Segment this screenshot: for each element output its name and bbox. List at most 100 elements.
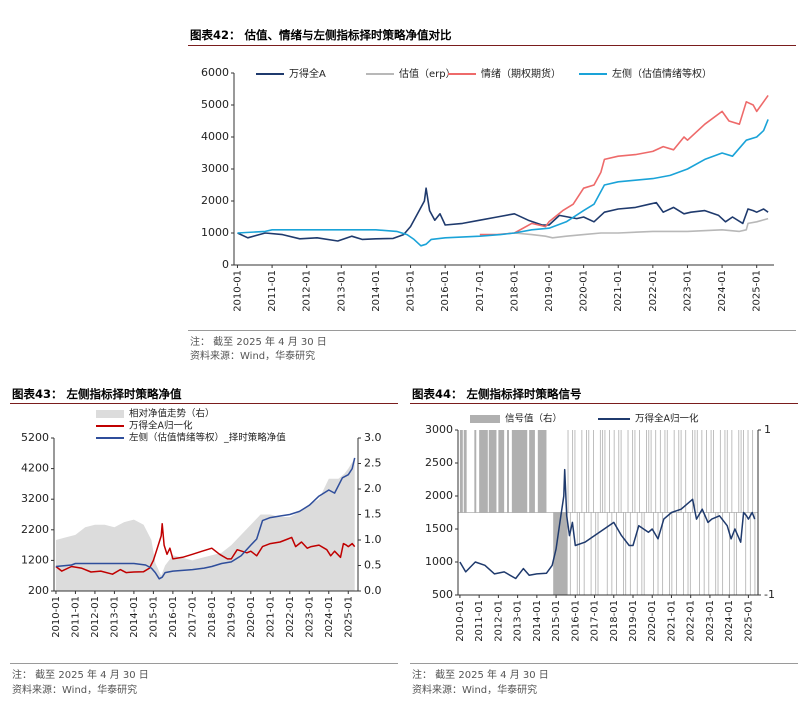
- signal-bar: [736, 512, 737, 595]
- signal-bar-negative: [553, 512, 568, 595]
- series-line-0: [237, 187, 769, 242]
- x-tick-label: 2016-01: [168, 596, 179, 638]
- y2-tick-label: 1: [764, 423, 771, 436]
- chart43-title-rule: [10, 403, 398, 404]
- series-line-1: [55, 457, 356, 580]
- signal-bar: [625, 512, 627, 595]
- y2-tick-label: 2.5: [364, 457, 382, 470]
- signal-bar: [641, 512, 643, 595]
- x-tick-label: 2023-01: [705, 600, 716, 642]
- signal-bar: [715, 512, 717, 595]
- x-tick-label: 2021-01: [666, 600, 677, 642]
- legend-label-2: 情绪（期权期货）: [481, 67, 561, 80]
- y-tick-label: 2500: [425, 456, 453, 469]
- signal-bar: [583, 512, 585, 595]
- x-tick-label: 2010-01: [455, 600, 466, 642]
- signal-bar: [692, 430, 694, 513]
- signal-bar: [729, 512, 730, 595]
- signal-bar: [643, 512, 645, 595]
- series-line-2: [479, 94, 769, 236]
- signal-bar: [613, 430, 615, 513]
- chart42-title: 图表42： 估值、情绪与左侧指标择时策略净值对比: [190, 28, 452, 42]
- chart42-source: 资料来源：Wind，华泰研究: [190, 351, 316, 362]
- chart43-bottom-rule: [10, 663, 398, 664]
- legend-swatch-signal: [470, 415, 500, 423]
- x-tick-label: 2023-01: [304, 596, 315, 638]
- signal-bar: [655, 430, 657, 513]
- signal-bar: [726, 430, 728, 513]
- x-tick-label: 2013-01: [109, 596, 120, 638]
- chart42-bottom-rule: [188, 330, 796, 331]
- y-tick-label: 1500: [425, 522, 453, 535]
- signal-bar: [602, 430, 604, 513]
- relative-nav-area: [55, 458, 355, 591]
- signal-bar: [696, 430, 698, 513]
- y-tick-label: 2200: [21, 523, 49, 536]
- signal-bar: [708, 512, 710, 595]
- y2-tick-label: 1.5: [364, 508, 382, 521]
- signal-bar: [743, 430, 744, 513]
- chart42-title-rule: [188, 45, 796, 46]
- chart43: 200 1200 2200 3200 4200 5200 0.0 0.5 1.0 1.5 2.0 2.…: [21, 408, 382, 638]
- x-tick-label: 2025-01: [752, 270, 763, 312]
- y-tick-label: 5200: [21, 431, 49, 444]
- signal-bar-positive: [498, 430, 505, 513]
- x-tick-label: 2010-01: [232, 270, 243, 312]
- chart44: 500 1000 1500 2000 2500 3000 -1 1 2010-01 2011-01…: [425, 413, 775, 642]
- x-tick-label: 2014-01: [129, 596, 140, 638]
- y2-tick-label: 0.0: [364, 584, 382, 597]
- signal-bar: [618, 430, 620, 513]
- x-tick-label: 2014-01: [532, 600, 543, 642]
- signal-bar: [731, 430, 733, 513]
- chart44-source: 资料来源：Wind，华泰研究: [412, 685, 538, 696]
- signal-bar: [593, 430, 594, 513]
- x-tick-label: 2010-01: [51, 596, 62, 638]
- y-tick-label: 200: [28, 584, 49, 597]
- x-tick-label: 2024-01: [724, 600, 735, 642]
- x-tick-label: 2024-01: [717, 270, 728, 312]
- chart44-title-rule: [410, 403, 798, 404]
- signal-bar: [666, 430, 668, 513]
- signal-bar: [572, 430, 574, 513]
- x-tick-label: 2013-01: [513, 600, 524, 642]
- x-tick-label: 2022-01: [285, 596, 296, 638]
- signal-bar: [609, 430, 610, 513]
- signal-bar: [650, 430, 652, 513]
- legend-swatch-area: [96, 410, 124, 418]
- x-tick-label: 2016-01: [440, 270, 451, 312]
- chart44-bottom-rule: [410, 663, 798, 664]
- chart44-note: 注： 截至 2025 年 4 月 30 日: [412, 670, 549, 681]
- signal-bar: [710, 430, 712, 513]
- signal-bar: [749, 512, 751, 595]
- signal-bar-positive: [511, 430, 528, 513]
- chart44-title: 图表44： 左侧指标择时策略信号: [412, 387, 582, 401]
- signal-bar: [574, 430, 576, 513]
- x-tick-label: 2020-01: [647, 600, 658, 642]
- x-tick-label: 2012-01: [493, 600, 504, 642]
- y-tick-label: 1000: [425, 555, 453, 568]
- signal-bar: [567, 430, 569, 513]
- signal-bar: [662, 512, 664, 595]
- y-tick-label: 3000: [425, 423, 453, 436]
- x-tick-label: 2011-01: [70, 596, 81, 638]
- x-tick-label: 2020-01: [246, 596, 257, 638]
- signal-bar: [738, 430, 740, 513]
- y2-tick-label: 0.5: [364, 559, 382, 572]
- y-tick-label: 1200: [21, 553, 49, 566]
- y-tick-label: 0: [222, 258, 229, 271]
- series-line-0: [459, 468, 756, 580]
- signal-bar: [676, 512, 677, 595]
- signal-bar: [648, 430, 650, 513]
- legend-label-0: 信号值（右）: [505, 413, 562, 425]
- x-tick-label: 2020-01: [579, 270, 590, 312]
- x-tick-label: 2016-01: [570, 600, 581, 642]
- series-line-3: [237, 119, 769, 247]
- signal-bar: [724, 430, 726, 513]
- x-tick-label: 2025-01: [743, 600, 754, 642]
- chart43-title: 图表43： 左侧指标择时策略净值: [12, 387, 182, 401]
- signal-bar-positive: [507, 430, 509, 513]
- x-tick-label: 2021-01: [265, 596, 276, 638]
- chart43-source: 资料来源：Wind，华泰研究: [12, 685, 138, 696]
- signal-bar: [611, 512, 613, 595]
- signal-bar: [664, 430, 666, 513]
